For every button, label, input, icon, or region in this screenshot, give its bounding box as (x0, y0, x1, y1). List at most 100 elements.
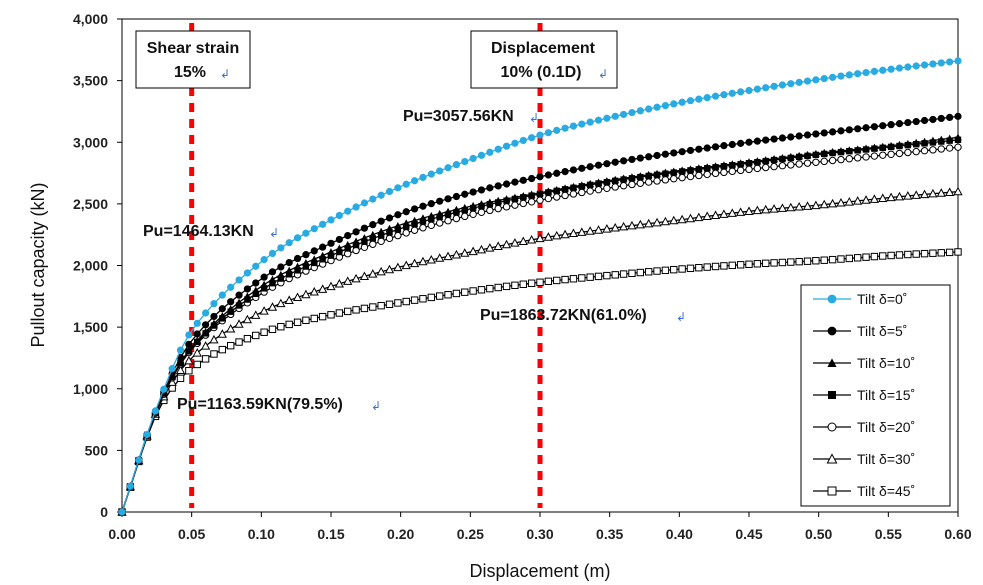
data-point (787, 258, 795, 266)
return-mark-icon: ↲ (598, 67, 608, 81)
data-point (218, 291, 226, 299)
data-point (644, 170, 653, 178)
data-point (319, 256, 326, 263)
data-point (201, 355, 210, 363)
data-point (343, 240, 352, 248)
data-point (377, 301, 385, 310)
data-point (777, 203, 788, 212)
data-point (636, 268, 645, 277)
data-point (853, 254, 862, 262)
data-point (903, 191, 913, 200)
data-point (351, 273, 361, 283)
data-point (193, 319, 201, 327)
data-point (670, 265, 678, 274)
data-point (753, 85, 761, 93)
data-point (200, 341, 211, 350)
data-point (711, 162, 720, 170)
data-point (486, 198, 494, 206)
data-point (703, 263, 711, 271)
data-point (762, 136, 770, 144)
data-point (344, 207, 352, 215)
data-point (511, 178, 519, 186)
data-point (335, 235, 343, 244)
data-point (661, 266, 670, 275)
data-point (285, 320, 293, 329)
data-point (670, 149, 678, 157)
data-point (477, 200, 486, 208)
data-point (444, 216, 452, 225)
data-point (217, 329, 227, 338)
data-point (678, 166, 686, 174)
data-point (661, 176, 670, 184)
data-point (695, 164, 703, 172)
data-point (126, 482, 134, 490)
data-point (318, 312, 327, 321)
data-point (870, 67, 879, 76)
data-point (778, 258, 787, 267)
x-tick-label: 0.40 (666, 526, 693, 542)
data-point (879, 66, 887, 74)
data-point (894, 191, 905, 201)
data-point (929, 60, 937, 68)
data-point (920, 147, 929, 155)
data-point (234, 319, 244, 328)
data-point (293, 262, 302, 270)
data-point (544, 129, 552, 137)
x-tick-label: 0.00 (108, 526, 135, 542)
data-point (845, 254, 854, 263)
data-point (552, 230, 562, 240)
data-point (360, 304, 369, 313)
data-point (227, 298, 235, 306)
data-point (844, 197, 854, 206)
data-point (394, 231, 402, 240)
data-point (912, 147, 920, 156)
data-point (319, 243, 327, 251)
data-point (477, 208, 486, 216)
data-point (494, 182, 502, 190)
data-point (586, 187, 594, 195)
legend-swatch-marker (827, 326, 837, 336)
data-point (610, 222, 620, 232)
data-point (753, 260, 762, 268)
data-point (594, 161, 603, 169)
data-point (619, 110, 628, 119)
data-point (201, 327, 210, 335)
data-point (394, 221, 402, 229)
data-point (252, 331, 260, 340)
data-point (352, 306, 360, 314)
x-axis-title: Displacement (m) (469, 561, 610, 581)
data-point (553, 169, 561, 177)
data-point (244, 296, 251, 303)
data-point (553, 276, 561, 285)
data-point (820, 157, 828, 166)
data-point (377, 217, 385, 225)
data-point (561, 191, 569, 200)
x-tick-label: 0.20 (387, 526, 414, 542)
data-point (795, 151, 803, 159)
data-point (854, 125, 862, 133)
data-point (519, 136, 527, 145)
data-point (937, 249, 945, 257)
data-point (327, 239, 335, 247)
data-point (202, 309, 210, 317)
data-point (552, 185, 561, 193)
data-point (887, 141, 895, 149)
data-point (452, 205, 461, 213)
data-point (695, 171, 703, 180)
data-point (335, 309, 344, 317)
data-point (661, 168, 670, 176)
data-point (468, 246, 478, 256)
data-point (937, 135, 946, 143)
data-point (561, 184, 569, 192)
data-point (477, 186, 486, 194)
data-point (435, 292, 444, 300)
data-point (811, 200, 821, 210)
data-point (242, 314, 253, 324)
legend-label: Tilt δ=10˚ (857, 355, 915, 371)
legend-item: Tilt δ=5˚ (813, 323, 907, 339)
data-point (828, 148, 837, 156)
data-point (192, 348, 202, 357)
data-point (678, 98, 686, 106)
data-point (352, 203, 360, 211)
